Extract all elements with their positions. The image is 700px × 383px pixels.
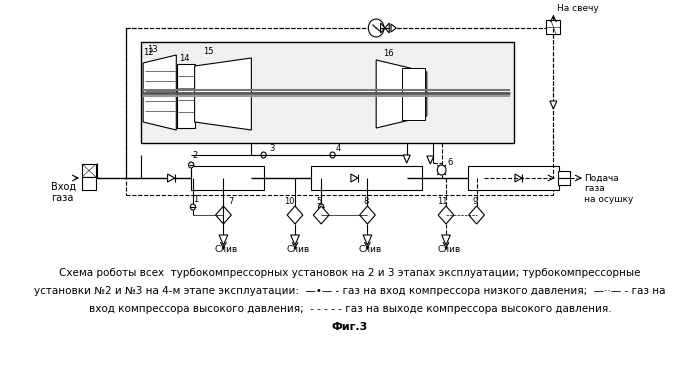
Bar xyxy=(177,64,195,128)
Polygon shape xyxy=(167,174,174,182)
Bar xyxy=(558,178,570,185)
Text: 16: 16 xyxy=(383,49,394,58)
Bar xyxy=(402,68,425,120)
Text: 6: 6 xyxy=(447,158,452,167)
Polygon shape xyxy=(427,156,434,164)
Polygon shape xyxy=(360,206,375,224)
Circle shape xyxy=(330,152,335,158)
Polygon shape xyxy=(469,206,484,224)
Text: Подача
газа
на осушку: Подача газа на осушку xyxy=(584,174,634,204)
Bar xyxy=(547,20,561,34)
Bar xyxy=(82,177,96,190)
Polygon shape xyxy=(143,55,176,130)
Text: 7: 7 xyxy=(228,197,233,206)
Polygon shape xyxy=(197,174,200,182)
Text: 9: 9 xyxy=(473,197,477,206)
Polygon shape xyxy=(216,206,231,224)
Polygon shape xyxy=(391,24,396,32)
Text: Вход
газа: Вход газа xyxy=(52,181,76,203)
Circle shape xyxy=(368,19,384,37)
Text: Слив: Слив xyxy=(215,245,238,254)
Text: 12: 12 xyxy=(143,48,153,57)
Polygon shape xyxy=(403,155,410,163)
Text: На свечу: На свечу xyxy=(557,3,598,13)
Text: Слив: Слив xyxy=(358,245,382,254)
Circle shape xyxy=(318,204,324,210)
Polygon shape xyxy=(442,235,450,245)
Circle shape xyxy=(438,165,446,175)
Text: 2: 2 xyxy=(193,151,198,160)
Text: Схема роботы всех  турбокомпрессорных установок на 2 и 3 этапах эксплуатации; ту: Схема роботы всех турбокомпрессорных уст… xyxy=(60,268,640,278)
Bar xyxy=(82,164,96,177)
Text: Слив: Слив xyxy=(286,245,309,254)
Polygon shape xyxy=(438,206,454,224)
Text: Слив: Слив xyxy=(438,245,461,254)
Text: 5: 5 xyxy=(317,197,322,206)
Bar xyxy=(141,42,514,143)
Polygon shape xyxy=(385,23,389,33)
Text: 11: 11 xyxy=(438,197,448,206)
Polygon shape xyxy=(219,235,228,245)
Text: вход компрессора высокого давления;  - - - - - газ на выходе компрессора высоког: вход компрессора высокого давления; - - … xyxy=(89,304,611,314)
Polygon shape xyxy=(376,60,427,128)
Text: 14: 14 xyxy=(179,54,190,63)
Circle shape xyxy=(190,204,195,210)
Polygon shape xyxy=(363,235,372,245)
Polygon shape xyxy=(290,235,300,245)
Circle shape xyxy=(188,162,194,168)
Polygon shape xyxy=(381,23,385,33)
Polygon shape xyxy=(195,58,251,130)
Text: установки №2 и №3 на 4-м этапе эксплуатации:  —•— - газ на вход компрессора низк: установки №2 и №3 на 4-м этапе эксплуата… xyxy=(34,286,666,296)
Polygon shape xyxy=(515,174,522,182)
Text: 15: 15 xyxy=(204,47,214,56)
Text: 1: 1 xyxy=(193,195,198,204)
Text: 3: 3 xyxy=(270,144,275,153)
Polygon shape xyxy=(314,206,329,224)
Polygon shape xyxy=(287,206,303,224)
Bar xyxy=(191,166,265,190)
Circle shape xyxy=(261,152,266,158)
Polygon shape xyxy=(351,174,358,182)
Bar xyxy=(468,166,559,190)
Text: 4: 4 xyxy=(335,144,340,153)
Text: 13: 13 xyxy=(148,45,158,54)
Text: Фиг.3: Фиг.3 xyxy=(332,322,368,332)
Bar xyxy=(311,166,422,190)
Text: 8: 8 xyxy=(363,197,368,206)
Polygon shape xyxy=(200,174,204,182)
Bar xyxy=(558,171,570,178)
Polygon shape xyxy=(550,101,557,109)
Text: 10: 10 xyxy=(284,197,295,206)
